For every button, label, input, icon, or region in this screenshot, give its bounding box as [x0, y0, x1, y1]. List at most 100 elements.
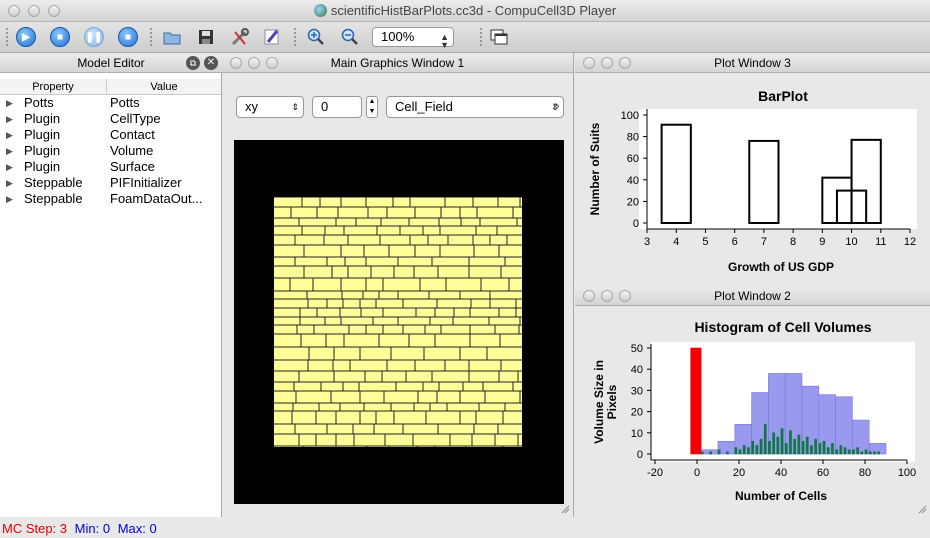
- x-axis-label: Number of Cells: [735, 489, 827, 503]
- slice-input[interactable]: 0: [312, 96, 362, 118]
- histogram-bar: [852, 419, 870, 455]
- histogram-bar: [877, 451, 881, 455]
- histogram-bar: [818, 443, 822, 455]
- column-header-value[interactable]: Value: [106, 79, 221, 95]
- zoom-window-button[interactable]: [266, 57, 278, 69]
- step-button[interactable]: ■: [48, 26, 72, 48]
- histogram-bar: [780, 428, 784, 455]
- tree-row[interactable]: ▶ Steppable PIFInitializer: [0, 175, 222, 191]
- histogram-bar: [864, 449, 868, 455]
- stop-button[interactable]: ■: [116, 26, 140, 48]
- histogram-bar: [826, 447, 830, 455]
- plane-value: xy: [245, 99, 258, 114]
- x-tick-label: 0: [694, 467, 700, 479]
- toolbar: ▶ ■ ❚❚ ■ 100% ▲ ▼: [0, 22, 930, 53]
- cell-boundaries: [274, 197, 522, 447]
- toolbar-grip[interactable]: [6, 28, 10, 46]
- pause-button[interactable]: ❚❚: [82, 26, 106, 48]
- value-cell: PIFInitializer: [110, 175, 182, 190]
- close-window-button[interactable]: [230, 57, 242, 69]
- histogram-bar: [852, 449, 855, 455]
- expand-triangle-icon[interactable]: ▶: [6, 114, 13, 124]
- close-window-button[interactable]: [583, 57, 595, 69]
- tree-row[interactable]: ▶ Plugin Surface: [0, 159, 222, 175]
- toolbar-grip[interactable]: [294, 28, 298, 46]
- x-tick-label: -20: [647, 467, 663, 479]
- close-window-button[interactable]: [583, 290, 595, 302]
- tree-row[interactable]: ▶ Potts Potts: [0, 95, 222, 111]
- step-icon: ■: [50, 27, 70, 47]
- minimize-window-button[interactable]: [601, 57, 613, 69]
- y-tick-label: 0: [633, 218, 639, 230]
- expand-triangle-icon[interactable]: ▶: [6, 178, 13, 188]
- zoom-in-icon: [307, 28, 324, 45]
- resize-grip-icon[interactable]: [917, 504, 927, 514]
- save-button[interactable]: [194, 26, 218, 48]
- expand-triangle-icon[interactable]: ▶: [6, 162, 13, 172]
- histogram-bar: [831, 443, 834, 455]
- histogram-bar: [822, 440, 826, 455]
- x-tick-label: 10: [845, 236, 857, 248]
- property-cell: Potts: [24, 95, 54, 110]
- close-panel-icon[interactable]: ✕: [204, 56, 218, 70]
- minimize-window-button[interactable]: [28, 5, 40, 17]
- zoom-out-button[interactable]: [338, 26, 362, 48]
- max-label: Max: 0: [117, 521, 157, 536]
- histogram-bar: [789, 430, 792, 455]
- more-controls-icon[interactable]: »: [552, 97, 560, 113]
- toolbar-grip[interactable]: [480, 28, 484, 46]
- updown-icon: ▲: [440, 32, 449, 42]
- zoom-select[interactable]: 100% ▲ ▼: [372, 27, 454, 50]
- x-tick-label: 3: [644, 236, 650, 248]
- expand-triangle-icon[interactable]: ▶: [6, 146, 13, 156]
- plot-window-3-title: Plot Window 3: [714, 56, 791, 70]
- folder-icon: [163, 32, 181, 45]
- minimize-window-button[interactable]: [248, 57, 260, 69]
- y-tick-label: 30: [631, 385, 643, 397]
- zoom-in-button[interactable]: [304, 26, 328, 48]
- float-panel-icon[interactable]: ⧉: [186, 56, 200, 70]
- run-button[interactable]: ▶: [14, 26, 38, 48]
- histogram-bar: [734, 447, 738, 455]
- tree-row[interactable]: ▶ Plugin Contact: [0, 127, 222, 143]
- histogram-chart[interactable]: Histogram of Cell Volumes 0 10 20 30 40 50 -20 0…: [575, 306, 930, 517]
- plane-select[interactable]: xy ⇕: [236, 96, 304, 118]
- close-window-button[interactable]: [8, 5, 20, 17]
- zoom-window-button[interactable]: [619, 290, 631, 302]
- x-tick-label: 5: [702, 236, 708, 248]
- zoom-window-button[interactable]: [48, 5, 60, 17]
- tree-row[interactable]: ▶ Plugin CellType: [0, 111, 222, 127]
- toolbar-grip[interactable]: [150, 28, 154, 46]
- histogram-bar: [768, 440, 771, 455]
- expand-triangle-icon[interactable]: ▶: [6, 194, 13, 204]
- bar-plot-chart[interactable]: BarPlot 0 20 40 60 80 100 3 4 5 6 7 8 9 10 11 12 Growth o…: [575, 73, 930, 285]
- field-select[interactable]: Cell_Field ⇕: [386, 96, 564, 118]
- edit-button[interactable]: [260, 26, 284, 48]
- tree-row[interactable]: ▶ Steppable FoamDataOut...: [0, 191, 222, 207]
- slice-stepper[interactable]: ▲ ▼: [366, 96, 378, 118]
- settings-button[interactable]: [228, 26, 252, 48]
- y-tick-label: 10: [631, 428, 643, 440]
- expand-triangle-icon[interactable]: ▶: [6, 98, 13, 108]
- column-header-property[interactable]: Property: [0, 79, 106, 95]
- histogram-bar: [868, 451, 872, 455]
- model-tree: ▶ Potts Potts ▶ Plugin CellType ▶ Plugin Contact…: [0, 95, 222, 207]
- zoom-window-button[interactable]: [619, 57, 631, 69]
- resize-grip-icon[interactable]: [560, 504, 570, 514]
- x-tick-label: 60: [817, 467, 829, 479]
- x-tick-label: 9: [819, 236, 825, 248]
- histogram-bar: [763, 424, 767, 455]
- y-tick-label: 20: [631, 407, 643, 419]
- histogram-bar: [717, 449, 721, 455]
- tree-row[interactable]: ▶ Plugin Volume: [0, 143, 222, 159]
- value-cell: Surface: [110, 159, 155, 174]
- minimize-window-button[interactable]: [601, 290, 613, 302]
- new-window-button[interactable]: [487, 26, 511, 48]
- expand-triangle-icon[interactable]: ▶: [6, 130, 13, 140]
- graphics-canvas[interactable]: [234, 140, 564, 504]
- histogram-bar: [738, 449, 742, 455]
- open-button[interactable]: [160, 26, 184, 48]
- histogram-bar: [810, 445, 813, 455]
- plot-window-3-header: Plot Window 3: [575, 53, 930, 73]
